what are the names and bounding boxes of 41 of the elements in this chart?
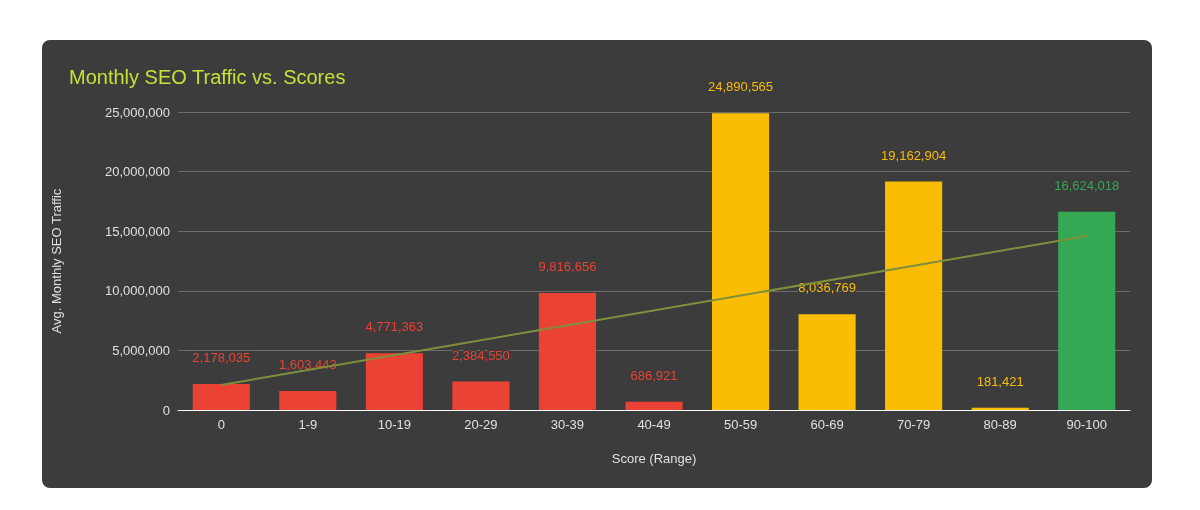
x-tick-label: 80-89 bbox=[983, 417, 1017, 432]
data-label: 9,816,656 bbox=[538, 258, 597, 274]
bar bbox=[365, 353, 423, 410]
x-tick-label: 70-79 bbox=[897, 417, 931, 432]
data-label: 24,890,565 bbox=[708, 79, 774, 95]
data-label: 2,178,035 bbox=[192, 350, 251, 366]
bar bbox=[192, 384, 250, 410]
bar bbox=[279, 390, 337, 410]
chart-title: Monthly SEO Traffic vs. Scores bbox=[69, 66, 346, 88]
bar bbox=[971, 407, 1029, 410]
bar bbox=[711, 113, 770, 410]
x-tick-label: 1-9 bbox=[298, 417, 318, 432]
y-tick-label: 20,000,000 bbox=[104, 164, 170, 180]
y-tick-label: 5,000,000 bbox=[112, 342, 170, 358]
x-tick-label: 60-69 bbox=[810, 417, 844, 432]
y-tick-label: 10,000,000 bbox=[104, 283, 170, 299]
bar bbox=[538, 292, 597, 410]
data-label: 181,421 bbox=[976, 373, 1024, 389]
x-tick-label: 40-49 bbox=[637, 417, 671, 432]
bar bbox=[452, 381, 510, 410]
x-tick-label: 10-19 bbox=[377, 417, 411, 432]
data-label: 8,036,769 bbox=[798, 280, 857, 296]
data-label: 686,921 bbox=[630, 367, 678, 383]
y-tick-label: 25,000,000 bbox=[104, 104, 170, 120]
x-tick-label: 30-39 bbox=[550, 417, 585, 432]
data-label: 2,384,550 bbox=[451, 347, 510, 363]
x-tick-label: 90-100 bbox=[1066, 417, 1107, 432]
y-tick-label: 15,000,000 bbox=[104, 223, 170, 239]
data-label: 4,771,363 bbox=[365, 319, 424, 335]
x-axis-title: Score (Range) bbox=[611, 451, 697, 466]
bar bbox=[1058, 211, 1116, 410]
x-tick-label: 0 bbox=[217, 417, 225, 432]
data-label: 16,624,018 bbox=[1054, 177, 1120, 193]
data-label: 19,162,904 bbox=[881, 147, 947, 163]
bar bbox=[625, 401, 683, 410]
x-tick-label: 50-59 bbox=[723, 417, 758, 432]
x-tick-label: 20-29 bbox=[464, 417, 498, 432]
y-axis-title: Avg. Monthly SEO Traffic bbox=[49, 188, 64, 334]
y-tick-label: 0 bbox=[162, 402, 170, 418]
bar bbox=[798, 314, 856, 410]
bar bbox=[885, 181, 943, 410]
